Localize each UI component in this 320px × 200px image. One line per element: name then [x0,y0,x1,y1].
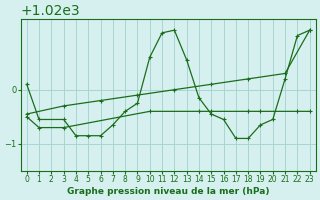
X-axis label: Graphe pression niveau de la mer (hPa): Graphe pression niveau de la mer (hPa) [67,187,269,196]
